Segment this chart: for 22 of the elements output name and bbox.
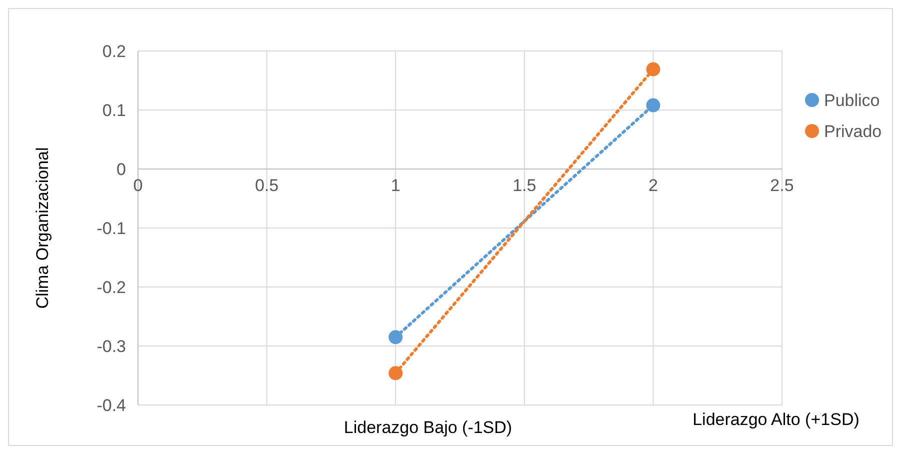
- x-tick-label: 2: [648, 176, 658, 195]
- y-tick-label: 0.2: [102, 42, 126, 61]
- y-tick-label: 0: [116, 160, 126, 179]
- y-axis-title: Clima Organizacional: [33, 147, 52, 309]
- legend-label: Privado: [824, 122, 882, 141]
- y-tick-label: -0.2: [96, 278, 126, 297]
- legend-label: Publico: [824, 90, 880, 110]
- point: [646, 98, 660, 112]
- y-tick-label: -0.1: [96, 218, 126, 238]
- text: Liderazgo Bajo (-1SD): [344, 418, 512, 437]
- x-tick-label: 1: [390, 176, 400, 195]
- y-tick-label: 0.1: [102, 100, 126, 120]
- x-tick-label: 0: [133, 176, 143, 195]
- y-tick-label: -0.4: [96, 396, 126, 415]
- point: [388, 330, 403, 344]
- text: Liderazgo Alto (+1SD): [692, 410, 860, 429]
- x-tick-label: 2.5: [770, 176, 794, 195]
- x-tick-label: 0.5: [254, 176, 279, 195]
- point: [646, 62, 660, 76]
- point: [388, 366, 403, 380]
- y-tick-label: -0.3: [96, 336, 126, 356]
- x-tick-label: 1.5: [512, 176, 536, 195]
